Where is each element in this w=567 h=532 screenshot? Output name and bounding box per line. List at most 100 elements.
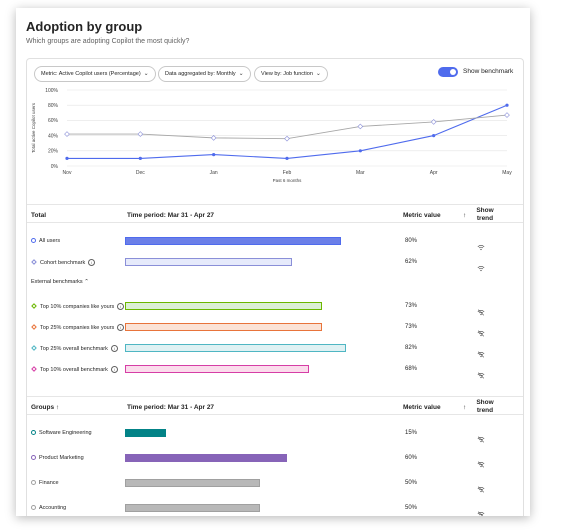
table-row-label: Top 25% companies like yours i — [31, 324, 125, 331]
data-point — [505, 103, 509, 107]
table-row-label: Top 10% overall benchmark i — [31, 366, 118, 373]
series-dot-icon — [31, 238, 36, 243]
data-point — [358, 149, 362, 153]
external-benchmarks-label: External benchmarks — [31, 279, 83, 285]
table-divider — [27, 222, 523, 223]
metric-bar — [125, 429, 166, 437]
info-icon[interactable]: i — [88, 259, 96, 266]
trend-hidden-icon[interactable] — [477, 324, 485, 337]
data-point — [285, 156, 289, 160]
trend-visible-icon[interactable] — [477, 259, 485, 272]
data-point — [432, 134, 436, 138]
metric-value: 73% — [405, 324, 418, 330]
trend-hidden-icon[interactable] — [477, 455, 485, 468]
adoption-panel: Metric: Active Copilot users (Percentage… — [26, 58, 524, 516]
data-point — [212, 153, 216, 157]
sort-arrow-icon[interactable]: ↑ — [463, 212, 467, 219]
y-tick-label: 100% — [45, 88, 58, 94]
series-diamond-icon — [31, 303, 37, 309]
aggregation-dropdown[interactable]: Data aggregated by: Monthly ⌄ — [158, 66, 251, 82]
metric-bar — [125, 504, 260, 512]
chevron-up-icon: ⌃ — [82, 279, 89, 285]
adoption-line-chart: 0% 20% 40% 60% 80% 100% Nov Dec Jan Feb Mar Apr May P… — [31, 88, 512, 183]
trend-hidden-icon[interactable] — [477, 505, 485, 516]
data-point — [430, 119, 437, 125]
external-benchmarks-toggle[interactable]: External benchmarks ⌃ — [31, 279, 89, 285]
metric-value: 82% — [405, 345, 418, 351]
metric-bar — [125, 344, 347, 352]
x-tick-label: Mar — [356, 170, 365, 176]
y-tick-label: 40% — [48, 133, 59, 139]
chevron-down-icon: ⌄ — [238, 71, 244, 77]
trend-hidden-icon[interactable] — [477, 345, 485, 358]
row-name: Top 10% companies like yours — [40, 304, 115, 310]
info-icon[interactable]: i — [117, 324, 125, 331]
row-name: Top 25% overall benchmark — [40, 346, 108, 352]
sort-arrow-icon[interactable]: ↑ — [54, 404, 60, 411]
x-axis-title: Past 6 months — [273, 178, 303, 183]
column-header-period: Time period: Mar 31 - Apr 27 — [127, 212, 215, 219]
table-row-label: All users — [31, 238, 60, 244]
table-row-label: Finance — [31, 480, 59, 486]
row-name: Product Marketing — [39, 455, 84, 461]
row-name: Top 25% companies like yours — [40, 325, 115, 331]
trend-hidden-icon[interactable] — [477, 480, 485, 493]
x-tick-label: Dec — [136, 170, 145, 176]
series-diamond-icon — [31, 259, 37, 265]
table-row-label: Accounting — [31, 505, 66, 511]
metric-value: 80% — [405, 238, 418, 244]
series-diamond-icon — [31, 324, 37, 330]
trend-hidden-icon[interactable] — [477, 366, 485, 379]
show-benchmark-label: Show benchmark — [463, 68, 514, 75]
row-name: All users — [39, 238, 61, 244]
series-diamond-icon — [31, 366, 37, 372]
metric-bar — [125, 302, 323, 310]
y-tick-label: 0% — [51, 164, 59, 170]
data-point — [357, 123, 364, 130]
trend-hidden-icon[interactable] — [477, 303, 485, 316]
chevron-down-icon: ⌄ — [315, 71, 321, 77]
toggle-knob — [450, 69, 456, 75]
table-row-label: Software Engineering — [31, 430, 92, 436]
table-divider — [27, 204, 523, 205]
y-tick-label: 80% — [48, 103, 59, 109]
show-benchmark-toggle[interactable] — [438, 67, 458, 77]
info-icon[interactable]: i — [117, 303, 125, 310]
info-icon[interactable]: i — [110, 345, 118, 352]
metric-value: 73% — [405, 303, 418, 309]
series-line — [67, 114, 508, 140]
card-subtitle: Which groups are adopting Copilot the mo… — [26, 38, 190, 45]
view-by-dropdown[interactable]: View by: Job function ⌄ — [254, 66, 328, 82]
metric-value: 62% — [405, 259, 418, 265]
sort-arrow-icon[interactable]: ↑ — [463, 404, 467, 411]
metric-dropdown-label: Metric: Active Copilot users (Percentage… — [41, 71, 141, 77]
metric-value: 15% — [405, 430, 418, 436]
column-header-metric: Metric value — [403, 212, 441, 219]
table-divider — [27, 396, 523, 397]
series-dot-icon — [31, 505, 36, 510]
chevron-down-icon: ⌄ — [143, 71, 149, 77]
trend-visible-icon[interactable] — [477, 238, 485, 251]
series-line — [67, 104, 508, 159]
trend-hidden-icon[interactable] — [477, 430, 485, 443]
data-point — [210, 135, 217, 141]
metric-dropdown[interactable]: Metric: Active Copilot users (Percentage… — [34, 66, 156, 82]
adoption-card: Adoption by group Which groups are adopt… — [16, 8, 530, 516]
info-icon[interactable]: i — [110, 366, 118, 373]
column-header-name: Total — [31, 212, 47, 219]
data-point — [284, 135, 290, 142]
metric-bar — [125, 454, 287, 462]
row-name: Top 10% overall benchmark — [40, 367, 108, 373]
x-tick-label: Nov — [63, 170, 72, 176]
series-dot-icon — [31, 455, 36, 460]
column-header-trend: Show trend — [476, 399, 494, 414]
metric-value: 50% — [405, 480, 418, 486]
x-tick-label: Jan — [210, 170, 218, 176]
x-tick-label: May — [502, 170, 512, 176]
y-axis-title: Total active Copilot users — [31, 102, 36, 153]
view-by-dropdown-label: View by: Job function — [261, 71, 313, 77]
series-dot-icon — [31, 480, 36, 485]
data-point — [65, 156, 69, 160]
data-point — [64, 131, 70, 137]
metric-value: 50% — [405, 505, 418, 511]
